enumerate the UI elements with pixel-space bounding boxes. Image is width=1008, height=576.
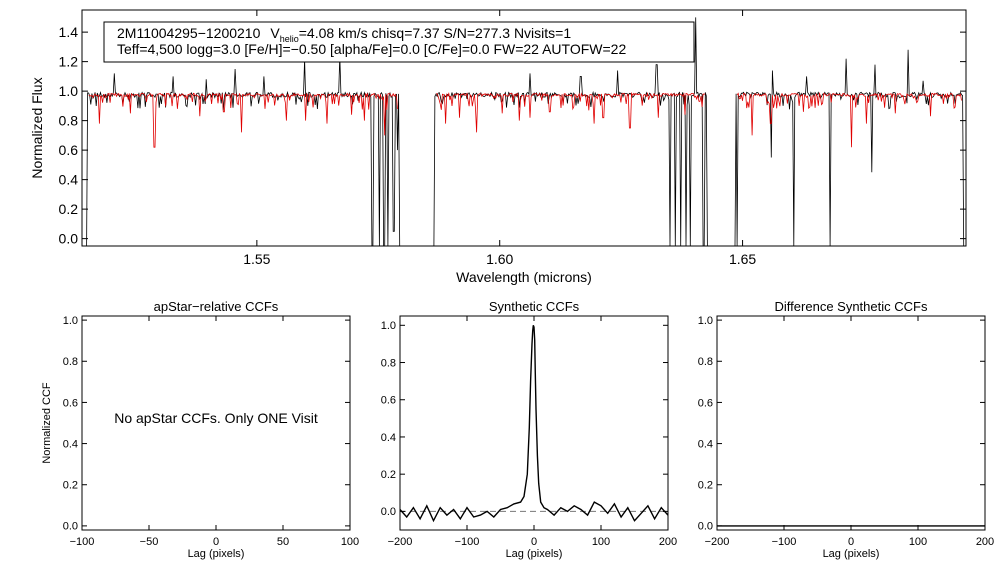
spectrum-plot-area	[84, 17, 966, 247]
velocity-symbol: V	[270, 25, 280, 41]
ccf-synthetic-y-tick-label: 0.6	[381, 395, 396, 407]
spectrum-header-stats: =4.08 km/s chisq=7.37 S/N=277.3 Nvisits=…	[299, 25, 572, 41]
spectrum-plot-frame	[81, 9, 967, 247]
ccf-synthetic-x-tick-label: 100	[592, 536, 610, 548]
spectrum-y-tick-label: 0.2	[59, 201, 79, 217]
ccf-synthetic-x-tick-label: −100	[455, 536, 480, 548]
ccf-synthetic-axes: −200 −100 0 100 200 0.0 0.2 0.4 0.6 0.8 1.0	[381, 316, 677, 548]
spectrum-header-box: 2M11004295−1200210 Vhelio=4.08 km/s chisq…	[103, 21, 695, 63]
ccf-synthetic-y-tick-label: 1.0	[381, 320, 396, 332]
spectrum-header-line-1: 2M11004295−1200210 Vhelio=4.08 km/s chisq…	[117, 25, 571, 44]
ccf-apstar-x-tick-label: −50	[140, 536, 159, 548]
spectrum-y-tick-label: 0.8	[59, 113, 79, 129]
ccf-apstar-x-tick-label: 0	[213, 536, 219, 548]
ccf-y-axis-label: Normalized CCF	[41, 382, 53, 464]
ccf-apstar-title: apStar−relative CCFs	[154, 299, 279, 314]
ccf-panel-apstar: apStar−relative CCFs −100 −50 0 50 100 0.0 0.2…	[41, 299, 359, 560]
ccf-synthetic-y-tick-label: 0.8	[381, 357, 396, 369]
ccf-apstar-y-tick-label: 0.6	[63, 397, 78, 409]
model-spectrum-line	[88, 91, 962, 148]
ccf-apstar-x-tick-label: 100	[341, 536, 359, 548]
ccf-panel-difference: Difference Synthetic CCFs −200 −100 0 100 20…	[698, 299, 994, 560]
ccf-difference-x-axis-label: Lag (pixels)	[823, 548, 880, 560]
star-id: 2M11004295−1200210	[117, 25, 261, 41]
ccf-synthetic-x-tick-label: 200	[659, 536, 677, 548]
ccf-apstar-x-tick-label: 50	[277, 536, 289, 548]
ccf-apstar-y-tick-label: 0.0	[63, 521, 78, 533]
ccf-apstar-y-tick-label: 0.8	[63, 356, 78, 368]
ccf-apstar-y-tick-label: 1.0	[63, 315, 78, 327]
spectrum-x-axis-label: Wavelength (microns)	[456, 269, 592, 285]
ccf-difference-x-tick-label: 200	[976, 536, 994, 548]
spectrum-axes: 1.55 1.60 1.65 0.0 0.2 0.4 0.6 0.8 1.0 1.2 1.4	[59, 10, 966, 267]
velocity-subscript: helio	[280, 34, 299, 44]
ccf-apstar-y-tick-label: 0.2	[63, 480, 78, 492]
ccf-difference-title: Difference Synthetic CCFs	[775, 299, 928, 314]
spectrum-y-tick-label: 0.6	[59, 142, 79, 158]
ccf-difference-x-tick-label: 100	[909, 536, 927, 548]
ccf-synthetic-y-tick-label: 0.0	[381, 506, 396, 518]
ccf-synthetic-y-tick-label: 0.2	[381, 469, 396, 481]
ccf-apstar-y-tick-label: 0.4	[63, 438, 78, 450]
ccf-difference-y-tick-label: 0.6	[698, 397, 713, 409]
spectrum-header-line-2: Teff=4,500 logg=3.0 [Fe/H]=−0.50 [alpha/…	[117, 41, 626, 57]
ccf-synthetic-title: Synthetic CCFs	[489, 299, 580, 314]
spectrum-y-tick-label: 0.4	[59, 172, 79, 188]
ccf-panel-synthetic: Synthetic CCFs −200 −100 0 100 200 0.0 0.2 0.4 0…	[381, 299, 677, 560]
ccf-difference-x-tick-label: 0	[848, 536, 854, 548]
ccf-difference-y-tick-label: 0.0	[698, 521, 713, 533]
spectrum-y-tick-label: 1.2	[59, 54, 79, 70]
spectrum-y-tick-label: 0.0	[59, 231, 79, 247]
ccf-apstar-x-axis-label: Lag (pixels)	[188, 548, 245, 560]
spectrum-y-tick-label: 1.4	[59, 24, 79, 40]
spectrum-x-tick-label: 1.65	[729, 251, 756, 267]
ccf-difference-x-tick-label: −200	[705, 536, 730, 548]
spectrum-x-tick-label: 1.60	[486, 251, 513, 267]
spectrum-x-tick-label: 1.55	[243, 251, 270, 267]
ccf-difference-y-tick-label: 0.8	[698, 356, 713, 368]
ccf-synthetic-x-tick-label: −200	[388, 536, 413, 548]
spectrum-panel: 1.55 1.60 1.65 0.0 0.2 0.4 0.6 0.8 1.0 1.2 1.4 2M1…	[29, 9, 967, 285]
ccf-apstar-axes: −100 −50 0 50 100 0.0 0.2 0.4 0.6 0.8 1.0	[63, 315, 359, 548]
ccf-synthetic-x-tick-label: 0	[531, 536, 537, 548]
ccf-difference-y-tick-label: 1.0	[698, 315, 713, 327]
ccf-difference-axes: −200 −100 0 100 200 0.0 0.2 0.4 0.6 0.8 1.0	[698, 315, 994, 548]
spectrum-y-axis-label: Normalized Flux	[29, 77, 45, 178]
ccf-difference-plot-frame	[716, 315, 986, 531]
ccf-apstar-x-tick-label: −100	[70, 536, 95, 548]
spectrum-y-tick-label: 1.0	[59, 83, 79, 99]
ccf-difference-y-tick-label: 0.4	[698, 438, 713, 450]
ccf-synthetic-plot-area	[399, 325, 669, 523]
ccf-synthetic-y-tick-label: 0.4	[381, 432, 396, 444]
ccf-synthetic-x-axis-label: Lag (pixels)	[506, 548, 563, 560]
spectrum-header-frame	[103, 21, 695, 63]
ccf-apstar-note: No apStar CCFs. Only ONE Visit	[114, 410, 318, 426]
ccf-difference-x-tick-label: −100	[772, 536, 797, 548]
ccf-difference-y-tick-label: 0.2	[698, 480, 713, 492]
ccf-synthetic-series-line	[399, 325, 669, 523]
ccf-synthetic-plot-frame	[399, 315, 669, 531]
